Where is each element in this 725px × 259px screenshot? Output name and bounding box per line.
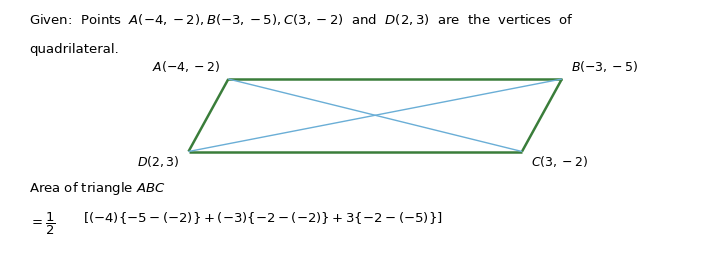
Line: 2 pts: 2 pts: [228, 79, 522, 152]
Point: [224, 77, 233, 81]
Point: [518, 150, 526, 153]
Point: [224, 77, 233, 81]
Point: [184, 150, 193, 153]
Text: $= \dfrac{1}{2}$: $= \dfrac{1}{2}$: [29, 211, 56, 237]
Point: [518, 150, 526, 153]
Point: [224, 77, 233, 81]
Line: 2 pts: 2 pts: [188, 79, 228, 152]
Point: [558, 77, 566, 81]
Line: 2 pts: 2 pts: [522, 79, 562, 152]
Point: [518, 150, 526, 153]
Text: Area of triangle $ABC$: Area of triangle $ABC$: [29, 180, 165, 197]
Text: $[(-4)\{-5-(-2)\}+(-3)\{-2-(-2)\}+3\{-2-(-5)\}]$: $[(-4)\{-5-(-2)\}+(-3)\{-2-(-2)\}+3\{-2-…: [83, 210, 443, 226]
Text: $C(3,-2)$: $C(3,-2)$: [531, 154, 588, 169]
Point: [558, 77, 566, 81]
Point: [184, 150, 193, 153]
Text: $A(-4,-2)$: $A(-4,-2)$: [152, 59, 220, 74]
Line: 2 pts: 2 pts: [188, 79, 562, 152]
Text: quadrilateral.: quadrilateral.: [29, 43, 119, 56]
Text: $D(2,3)$: $D(2,3)$: [137, 154, 180, 169]
Point: [184, 150, 193, 153]
Text: $B(-3,-5)$: $B(-3,-5)$: [571, 59, 638, 74]
Point: [558, 77, 566, 81]
Text: Given:  Points  $A(-4,-2), B(-3,-5), C(3,-2)$  and  $D(2,3)$  are  the  vertices: Given: Points $A(-4,-2), B(-3,-5), C(3,-…: [29, 12, 573, 27]
